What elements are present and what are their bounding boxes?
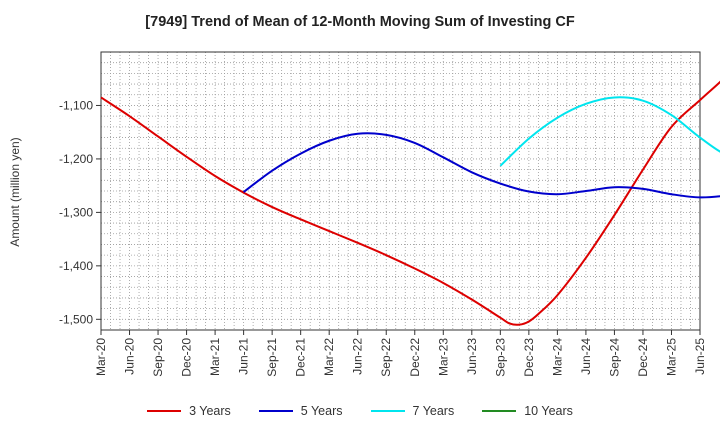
series-line-5-years xyxy=(243,132,720,199)
x-tick-label: Dec-24 xyxy=(636,338,650,377)
legend-swatch xyxy=(370,410,405,412)
legend-swatch xyxy=(482,410,517,412)
x-tick-label: Sep-21 xyxy=(265,338,279,377)
y-tick-label: -1,400 xyxy=(59,259,93,273)
y-tick-label: -1,300 xyxy=(59,205,93,219)
legend-label: 10 Years xyxy=(524,404,573,418)
legend-item: 7 Years xyxy=(370,404,455,418)
legend-swatch xyxy=(147,410,182,412)
x-tick-label: Dec-21 xyxy=(294,338,308,377)
x-tick-label: Sep-23 xyxy=(493,338,507,377)
chart-title: [7949] Trend of Mean of 12-Month Moving … xyxy=(145,14,575,30)
x-tick-label: Dec-20 xyxy=(180,338,194,377)
x-tick-label: Dec-23 xyxy=(522,338,536,377)
x-tick-label: Mar-24 xyxy=(550,338,564,376)
x-tick-label: Jun-23 xyxy=(465,338,479,375)
legend-item: 3 Years xyxy=(147,404,231,418)
x-tick-label: Jun-21 xyxy=(237,338,251,375)
x-tick-label: Jun-22 xyxy=(351,338,365,375)
y-axis-label: Amount (million yen) xyxy=(8,137,22,246)
plot-area xyxy=(101,52,700,330)
y-tick-label: -1,200 xyxy=(59,152,93,166)
chart-legend: 3 Years 5 Years 7 Years 10 Years xyxy=(0,404,720,418)
x-tick-label: Mar-21 xyxy=(208,338,222,376)
x-tick-label: Dec-22 xyxy=(408,338,422,377)
x-tick-label: Mar-22 xyxy=(322,338,336,376)
x-tick-label: Mar-20 xyxy=(94,338,108,376)
x-tick-label: Jun-24 xyxy=(579,338,593,375)
legend-label: 5 Years xyxy=(300,404,343,418)
x-tick-label: Sep-22 xyxy=(379,338,393,377)
series-line-3-years xyxy=(100,80,720,326)
plot-frame xyxy=(100,51,701,331)
x-tick-label: Mar-25 xyxy=(664,338,678,376)
x-tick-label: Jun-20 xyxy=(123,338,137,375)
legend-label: 3 Years xyxy=(189,404,231,418)
series-line-7-years xyxy=(499,96,720,167)
legend-swatch xyxy=(258,410,293,412)
x-tick-label: Jun-25 xyxy=(693,338,707,375)
legend-label: 7 Years xyxy=(412,404,455,418)
x-tick-label: Mar-23 xyxy=(436,338,450,376)
legend-item: 5 Years xyxy=(258,404,343,418)
y-tick-label: -1,500 xyxy=(59,312,93,326)
y-tick-label: -1,100 xyxy=(59,98,93,112)
series-layer xyxy=(100,80,720,326)
x-tick-label: Sep-20 xyxy=(151,338,165,377)
grid-layer xyxy=(100,51,701,331)
x-tick-label: Sep-24 xyxy=(607,338,621,377)
legend-item: 10 Years xyxy=(482,404,573,418)
